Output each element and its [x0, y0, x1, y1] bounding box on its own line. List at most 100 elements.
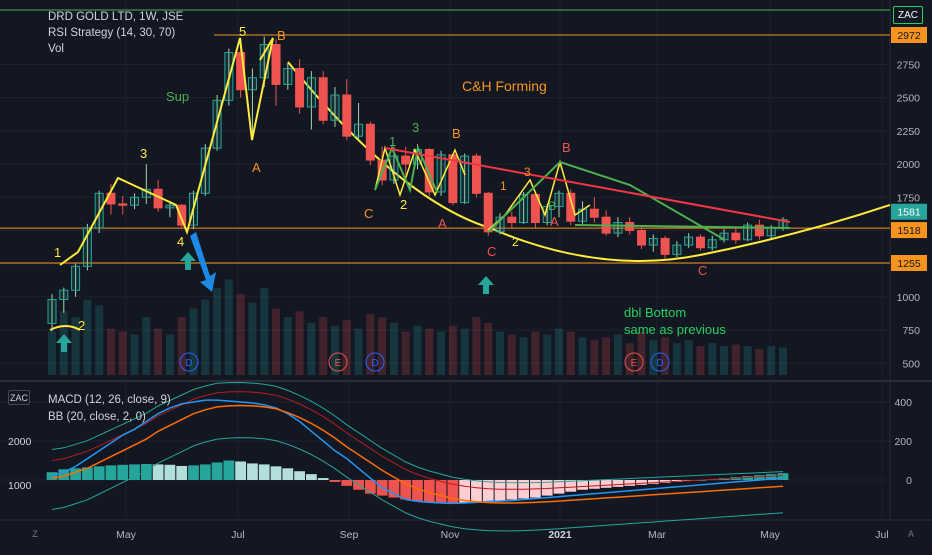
- volume-bar: [779, 347, 787, 375]
- volume-bar: [696, 346, 705, 375]
- time-tick-label: May: [760, 529, 781, 541]
- green-wave-line: [374, 144, 438, 194]
- red-trend-line: [384, 147, 791, 223]
- volume-bar: [48, 331, 56, 375]
- candle-body: [471, 155, 481, 194]
- volume-bar: [189, 308, 198, 375]
- time-tick-label: Sep: [340, 529, 359, 541]
- volume-bar: [437, 331, 446, 375]
- macd-hist-bar: [152, 464, 164, 480]
- macd-hist-bar: [93, 466, 105, 480]
- volume-bar: [354, 328, 363, 375]
- wave-label-3b: 3: [524, 165, 531, 179]
- volume-bar: [248, 302, 257, 375]
- bb-lower-line: [51, 437, 784, 532]
- candle-body: [695, 236, 705, 249]
- macd-hist-bar: [482, 480, 494, 502]
- corr-label-3: 3: [412, 120, 419, 135]
- rsi-strategy-label[interactable]: RSI Strategy (14, 30, 70): [48, 27, 176, 39]
- wave-label-2: 2: [78, 318, 85, 333]
- candles: [47, 36, 788, 332]
- macd-hist-bar: [329, 480, 341, 482]
- volume-bar: [71, 317, 80, 375]
- auto-scale-button[interactable]: A: [907, 529, 914, 539]
- volume-bar: [307, 322, 316, 375]
- same-as-previous-label: same as previous: [624, 322, 726, 337]
- volume-bar: [720, 346, 729, 375]
- main-legend: DRD GOLD LTD, 1W, JSE RSI Strategy (14, …: [48, 9, 183, 57]
- price-tick-label: 2750: [897, 59, 921, 71]
- pane-currency-button[interactable]: ZAC: [8, 390, 30, 405]
- macd-hist-bar: [459, 480, 471, 504]
- bb-label[interactable]: BB (20, close, 2, 0): [48, 411, 146, 423]
- volume-bar: [283, 317, 292, 375]
- macd-hist-bar: [777, 473, 789, 480]
- macd-label[interactable]: MACD (12, 26, close, 9): [48, 394, 171, 406]
- event-marker: [328, 352, 348, 372]
- volume-bar: [602, 337, 611, 375]
- time-tick-label: Jul: [875, 529, 888, 541]
- volume-bar: [590, 340, 599, 375]
- macd-hist-bar: [588, 480, 600, 489]
- volume-bar: [543, 334, 552, 375]
- event-marker: [179, 352, 199, 372]
- macd-hist-bar: [659, 480, 671, 483]
- event-marker-label: E: [631, 358, 638, 369]
- volume-bar: [460, 328, 469, 375]
- macd-hist-bar: [199, 464, 211, 480]
- symbol-exchange: JSE: [162, 11, 184, 23]
- candle-body: [165, 204, 175, 209]
- macd-hist-bar: [294, 471, 305, 480]
- macd-hist-bar: [129, 464, 140, 480]
- macd-hist-bar: [140, 464, 152, 480]
- bb-tick-label: 2000: [8, 436, 32, 448]
- wave-label-b: B: [277, 28, 286, 43]
- volume-bar: [496, 331, 505, 375]
- corr-label-a2: A: [550, 214, 559, 229]
- corr-label-2: 2: [400, 197, 407, 212]
- volume-bar: [177, 317, 186, 375]
- volume-label[interactable]: Vol: [48, 43, 64, 55]
- horizontal-levels: [0, 9, 890, 264]
- candle-body: [82, 227, 92, 267]
- price-tick-label: 2500: [897, 93, 921, 105]
- corr-label-1: 1: [389, 134, 396, 149]
- macd-hist-bar: [765, 474, 777, 480]
- volume-bar: [484, 322, 493, 375]
- price-tick-label: 500: [902, 358, 920, 370]
- currency-button[interactable]: ZAC: [893, 6, 923, 24]
- wave-label-2b: 2: [512, 235, 519, 249]
- symbol-name: DRD GOLD LTD: [48, 11, 133, 23]
- candle-body: [47, 299, 57, 324]
- price-badge: [891, 255, 927, 271]
- volume-bar: [236, 293, 245, 375]
- volume-bar: [130, 334, 139, 375]
- volume-bar: [448, 325, 457, 375]
- symbol-title[interactable]: DRD GOLD LTD, 1W, JSE: [48, 11, 184, 23]
- up-arrow-1: [56, 334, 72, 352]
- volume-bar: [519, 337, 528, 375]
- time-tick-label: Nov: [441, 529, 460, 541]
- volume-bar: [649, 340, 658, 375]
- macd-hist-bar: [612, 480, 624, 487]
- event-marker: [624, 352, 644, 372]
- price-badge-label: 1581: [897, 207, 921, 219]
- volume-bar: [637, 331, 646, 375]
- volume-bar: [118, 331, 127, 375]
- candle-body: [766, 227, 776, 237]
- candle-body: [743, 224, 753, 241]
- macd-hist-bar: [742, 476, 754, 480]
- volume-bar: [613, 334, 622, 375]
- candle-body: [177, 204, 187, 226]
- price-badge-label: 1255: [897, 258, 921, 270]
- volume-bars: [48, 279, 787, 375]
- candle-body: [130, 196, 140, 206]
- macd-hist-bar: [58, 469, 70, 480]
- volume-bar: [106, 328, 115, 375]
- timezone-button[interactable]: Z: [32, 529, 38, 539]
- candle-body: [247, 77, 257, 91]
- candle-body: [754, 224, 764, 237]
